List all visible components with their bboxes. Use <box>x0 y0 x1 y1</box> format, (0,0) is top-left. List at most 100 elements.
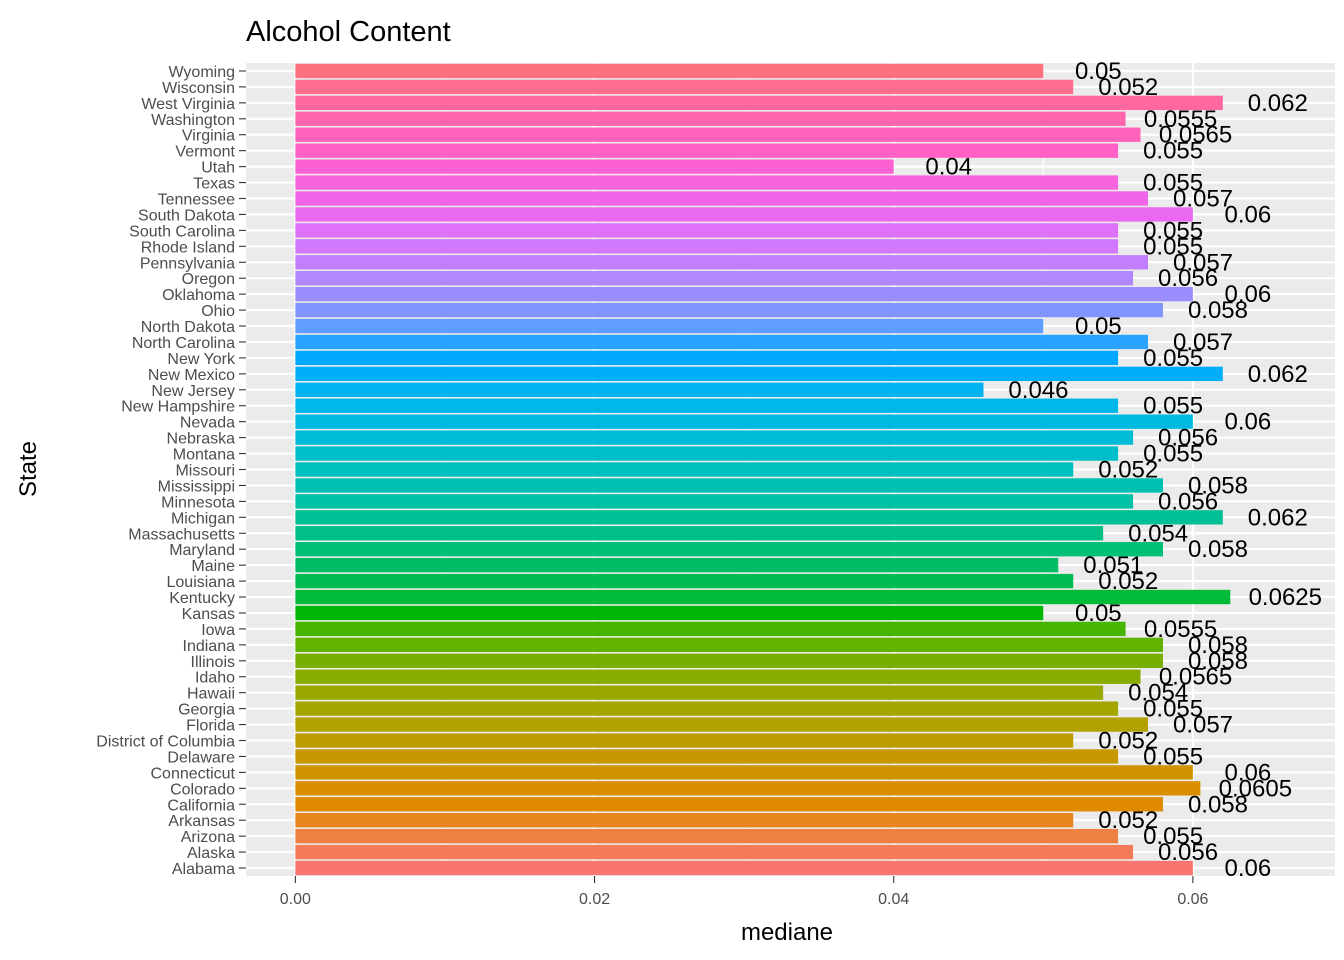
x-tick-label: 0.04 <box>878 891 909 908</box>
y-axis: AlabamaAlaskaArizonaArkansasCaliforniaCo… <box>96 64 246 878</box>
bar-district-of-columbia <box>295 733 1074 748</box>
value-label: 0.057 <box>1173 186 1233 213</box>
bar-missouri <box>295 462 1074 477</box>
value-label: 0.054 <box>1128 680 1188 707</box>
y-tick-label: California <box>167 797 235 814</box>
value-label: 0.06 <box>1225 759 1272 786</box>
y-tick-label: New Jersey <box>151 383 235 400</box>
value-label: 0.0555 <box>1144 106 1217 133</box>
value-label: 0.06 <box>1225 409 1272 436</box>
bar-montana <box>295 446 1119 461</box>
bar-north-dakota <box>295 318 1044 334</box>
value-label: 0.055 <box>1143 217 1203 244</box>
value-label: 0.055 <box>1143 696 1203 723</box>
value-label: 0.05 <box>1075 58 1122 85</box>
value-labels: 0.060.0560.0550.0520.0580.06050.060.0550… <box>925 58 1322 882</box>
y-tick-label: North Carolina <box>132 335 235 352</box>
bar-texas <box>295 175 1119 190</box>
value-label: 0.058 <box>1188 297 1248 324</box>
bar-georgia <box>295 701 1119 716</box>
bar-california <box>295 797 1163 812</box>
bar-nevada <box>295 414 1193 429</box>
bar-tennessee <box>295 191 1149 206</box>
bar-new-jersey <box>295 382 984 397</box>
y-tick-label: Pennsylvania <box>140 255 235 272</box>
x-tick-label: 0.06 <box>1177 891 1208 908</box>
y-tick-label: Alabama <box>172 861 235 878</box>
x-axis-title: mediane <box>741 919 833 946</box>
bar-louisiana <box>295 573 1074 589</box>
value-label: 0.06 <box>1225 201 1272 228</box>
y-tick-label: Wisconsin <box>162 80 235 97</box>
y-tick-label: West Virginia <box>141 96 235 113</box>
y-tick-label: Maryland <box>169 542 235 559</box>
chart-title: Alcohol Content <box>246 16 451 48</box>
x-axis: 0.00 0.02 0.04 0.06 <box>280 876 1209 908</box>
value-label: 0.052 <box>1098 807 1158 834</box>
y-tick-label: Delaware <box>167 749 235 766</box>
value-label: 0.0565 <box>1159 664 1232 691</box>
value-label: 0.058 <box>1188 536 1248 563</box>
bar-rhode-island <box>295 239 1119 254</box>
bar-alaska <box>295 844 1134 860</box>
value-label: 0.056 <box>1158 425 1218 452</box>
value-label: 0.058 <box>1188 632 1248 659</box>
value-label: 0.052 <box>1098 728 1158 755</box>
y-tick-label: Nebraska <box>167 431 236 448</box>
y-tick-label: Louisiana <box>167 574 236 591</box>
y-tick-label: South Dakota <box>138 207 235 224</box>
bar-delaware <box>295 749 1119 764</box>
value-label: 0.058 <box>1188 472 1248 499</box>
y-tick-label: District of Columbia <box>96 734 235 751</box>
value-label: 0.052 <box>1098 457 1158 484</box>
value-label: 0.057 <box>1173 712 1233 739</box>
value-label: 0.06 <box>1225 281 1272 308</box>
value-label: 0.05 <box>1075 600 1122 627</box>
value-label: 0.0555 <box>1144 616 1217 643</box>
y-tick-label: Nevada <box>180 415 235 432</box>
bar-washington <box>295 111 1126 126</box>
bar-new-hampshire <box>295 398 1119 413</box>
bar-south-dakota <box>295 207 1193 222</box>
bar-maine <box>295 557 1059 573</box>
bar-new-york <box>295 350 1119 366</box>
value-label: 0.0605 <box>1219 775 1292 802</box>
y-tick-label: Missouri <box>175 463 235 480</box>
y-tick-label: Massachusetts <box>128 526 235 543</box>
x-tick-label: 0.02 <box>579 891 610 908</box>
y-tick-label: Arizona <box>181 829 235 846</box>
y-tick-label: Kentucky <box>169 590 235 607</box>
bar-arkansas <box>295 813 1074 828</box>
value-label: 0.04 <box>925 154 972 181</box>
bar-connecticut <box>295 765 1193 780</box>
bar-hawaii <box>295 685 1104 700</box>
value-label: 0.055 <box>1143 345 1203 372</box>
bar-vermont <box>295 143 1119 158</box>
value-label: 0.056 <box>1158 488 1218 515</box>
bar-michigan <box>295 510 1223 525</box>
value-label: 0.052 <box>1098 568 1158 595</box>
bar-maryland <box>295 542 1163 557</box>
bar-iowa <box>295 621 1126 637</box>
bar-west-virginia <box>295 95 1223 111</box>
y-tick-label: Mississippi <box>158 478 235 495</box>
y-tick-label: Maine <box>191 558 235 575</box>
y-tick-label: South Carolina <box>129 223 235 240</box>
y-tick-label: Tennessee <box>158 192 235 209</box>
value-label: 0.055 <box>1143 743 1203 770</box>
value-label: 0.051 <box>1083 552 1143 579</box>
bar-illinois <box>295 653 1163 668</box>
value-label: 0.055 <box>1143 393 1203 420</box>
y-tick-label: Michigan <box>171 510 235 527</box>
y-tick-label: New Mexico <box>148 367 235 384</box>
bars <box>295 63 1231 876</box>
y-tick-label: Wyoming <box>168 64 235 81</box>
y-tick-label: Kansas <box>182 606 235 623</box>
y-tick-label: Washington <box>151 112 235 129</box>
value-label: 0.0625 <box>1249 584 1322 611</box>
value-label: 0.056 <box>1158 265 1218 292</box>
bar-indiana <box>295 637 1163 653</box>
x-tick-label: 0.00 <box>280 891 311 908</box>
y-tick-label: Iowa <box>201 622 235 639</box>
value-label: 0.058 <box>1188 648 1248 675</box>
